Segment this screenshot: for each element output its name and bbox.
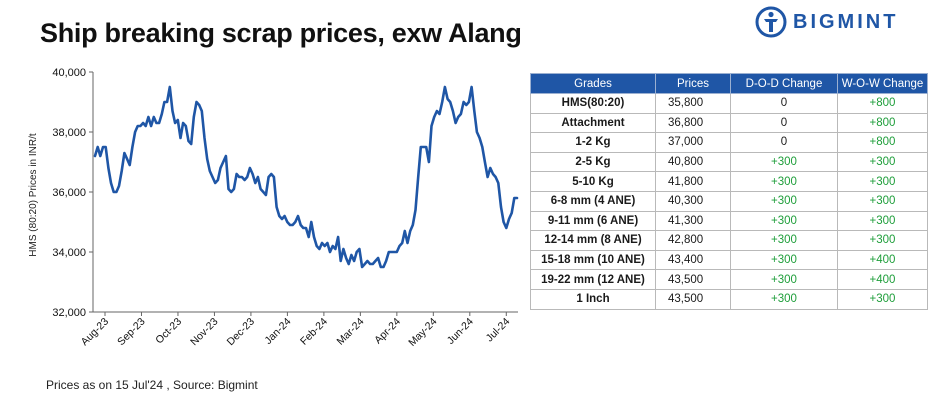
dod-change-cell: 0 (730, 112, 838, 134)
wow-change-cell: +300 (837, 230, 928, 251)
wow-change-cell: +800 (837, 112, 928, 134)
table-row: 5-10 Kg 41,800 +300 +300 (530, 171, 928, 192)
wow-change-cell: +300 (837, 288, 928, 310)
price-cell: 43,400 (655, 249, 731, 271)
footer-note: Prices as on 15 Jul'24 , Source: Bigmint (46, 378, 258, 392)
dod-change-cell: 0 (730, 93, 838, 114)
header-wow: W-O-W Change (837, 73, 928, 94)
wow-change-cell: +800 (837, 93, 928, 114)
price-cell: 43,500 (655, 269, 731, 290)
bigmint-logo: BIGMINT (755, 6, 898, 38)
chart-title: Ship breaking scrap prices, exw Alang (40, 18, 522, 48)
table-row: HMS(80:20) 35,800 0 +800 (530, 93, 928, 114)
x-tick-label: Dec-23 (225, 316, 258, 349)
dod-change-cell: +300 (730, 210, 838, 232)
wow-change-cell: +300 (837, 190, 928, 212)
table-row: 2-5 Kg 40,800 +300 +300 (530, 151, 928, 173)
dod-change-cell: 0 (730, 132, 838, 153)
price-cell: 40,800 (655, 151, 731, 173)
x-tick-label: May-24 (406, 316, 439, 349)
grade-cell: 1 Inch (530, 288, 656, 310)
dod-change-cell: +300 (730, 269, 838, 290)
dod-change-cell: +300 (730, 230, 838, 251)
y-tick-label: 34,000 (52, 247, 86, 259)
price-cell: 42,800 (655, 230, 731, 251)
table-row: 19-22 mm (12 ANE) 43,500 +300 +400 (530, 269, 928, 290)
table-row: 12-14 mm (8 ANE) 42,800 +300 +300 (530, 230, 928, 251)
wow-change-cell: +300 (837, 210, 928, 232)
table-row: Attachment 36,800 0 +800 (530, 112, 928, 134)
price-cell: 40,300 (655, 190, 731, 212)
price-cell: 41,300 (655, 210, 731, 232)
grade-cell: 9-11 mm (6 ANE) (530, 210, 656, 232)
wow-change-cell: +400 (837, 249, 928, 271)
price-cell: 37,000 (655, 132, 731, 153)
table-row: 15-18 mm (10 ANE) 43,400 +300 +400 (530, 249, 928, 271)
price-cell: 35,800 (655, 93, 731, 114)
grade-cell: HMS(80:20) (530, 93, 656, 114)
dod-change-cell: +300 (730, 171, 838, 192)
y-tick-label: 36,000 (52, 187, 86, 199)
table-header-row: Grades Prices D-O-D Change W-O-W Change (530, 73, 928, 94)
table-row: 1-2 Kg 37,000 0 +800 (530, 132, 928, 153)
table-row: 9-11 mm (6 ANE) 41,300 +300 +300 (530, 210, 928, 232)
price-cell: 41,800 (655, 171, 731, 192)
grade-cell: 12-14 mm (8 ANE) (530, 230, 656, 251)
x-tick-label: Oct-23 (153, 316, 184, 347)
grade-cell: Attachment (530, 112, 656, 134)
wow-change-cell: +400 (837, 269, 928, 290)
grade-cell: 6-8 mm (4 ANE) (530, 190, 656, 212)
dod-change-cell: +300 (730, 288, 838, 310)
price-cell: 43,500 (655, 288, 731, 310)
bigmint-logo-icon (755, 6, 787, 38)
line-chart: HMS (80:20) Prices in INR/t 32,000 34,000… (28, 67, 519, 349)
x-tick-label: Jan-24 (262, 316, 293, 347)
y-tick-label: 40,000 (52, 67, 86, 79)
table-row: 1 Inch 43,500 +300 +300 (530, 288, 928, 310)
wow-change-cell: +300 (837, 151, 928, 173)
series-line-hms (93, 85, 519, 269)
logo-text: BIGMINT (793, 10, 899, 33)
header-dod: D-O-D Change (730, 73, 838, 94)
grade-cell: 1-2 Kg (530, 132, 656, 153)
grade-cell: 2-5 Kg (530, 151, 656, 173)
header-prices: Prices (655, 73, 731, 94)
y-tick-label: 32,000 (52, 307, 86, 319)
y-axis-title: HMS (80:20) Prices in INR/t (28, 133, 39, 257)
grade-cell: 15-18 mm (10 ANE) (530, 249, 656, 271)
x-tick-label: Sep-23 (115, 316, 148, 349)
grade-cell: 19-22 mm (12 ANE) (530, 269, 656, 290)
y-tick-label: 38,000 (52, 127, 86, 139)
wow-change-cell: +800 (837, 132, 928, 153)
x-tick-label: Jul-24 (484, 316, 513, 345)
table-row: 6-8 mm (4 ANE) 40,300 +300 +300 (530, 190, 928, 212)
x-tick-label: Mar-24 (334, 316, 366, 348)
wow-change-cell: +300 (837, 171, 928, 192)
x-tick-label: Feb-24 (298, 316, 330, 348)
x-tick-label: Jun-24 (445, 316, 476, 347)
dod-change-cell: +300 (730, 249, 838, 271)
x-tick-label: Apr-24 (372, 316, 403, 347)
price-cell: 36,800 (655, 112, 731, 134)
header-grades: Grades (530, 73, 656, 94)
dod-change-cell: +300 (730, 151, 838, 173)
dod-change-cell: +300 (730, 190, 838, 212)
grade-cell: 5-10 Kg (530, 171, 656, 192)
x-tick-label: Aug-23 (79, 316, 112, 349)
price-table: Grades Prices D-O-D Change W-O-W Change … (530, 73, 928, 310)
x-tick-label: Nov-23 (188, 316, 221, 349)
